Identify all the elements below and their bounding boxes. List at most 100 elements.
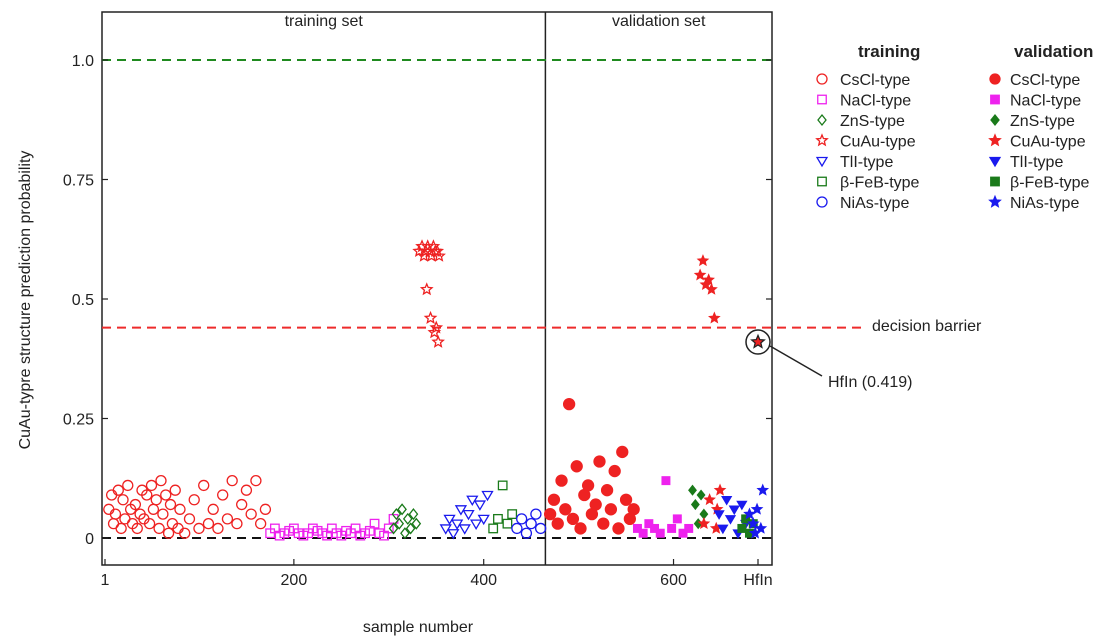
data-point-validation-tli-type <box>721 495 733 506</box>
reference-lines <box>102 59 862 539</box>
data-point-validation-tli-type <box>717 524 729 535</box>
data-point-validation-nacl-type <box>667 523 677 533</box>
legend-marker-training <box>815 156 829 168</box>
data-point-training-zns-type <box>391 508 402 521</box>
data-point-validation--feb-type <box>737 523 747 533</box>
legend-marker-validation <box>990 94 1000 105</box>
data-point-training-cscl-type <box>145 479 158 492</box>
legend-label-training: NaCl-type <box>840 93 911 110</box>
data-point-training-cscl-type <box>226 474 238 487</box>
hfin-highlight-circle <box>745 329 771 355</box>
legend-marker-training <box>817 94 827 105</box>
data-point-training-cscl-type <box>179 527 191 539</box>
data-point-training-cscl-type <box>103 503 115 515</box>
data-point-training-cscl-type <box>212 522 224 535</box>
data-point-validation-tli-type <box>736 500 748 511</box>
legend-marker-validation <box>988 194 1002 208</box>
data-point-validation-nacl-type <box>678 528 688 538</box>
data-point-training-cscl-type <box>143 518 156 530</box>
data-point-validation-nacl-type <box>650 523 660 533</box>
data-point-training-cscl-type <box>202 518 215 530</box>
data-point-validation-cscl-type <box>559 503 572 516</box>
data-point-training-cscl-type <box>153 522 165 535</box>
data-point-training-zns-type <box>388 522 399 535</box>
data-point-training-zns-type <box>394 517 405 530</box>
legend-marker-validation <box>990 176 1000 187</box>
data-point-training-cscl-type <box>240 484 253 496</box>
data-point-validation-cscl-type <box>555 474 568 487</box>
data-point-training-cscl-type <box>217 489 229 501</box>
data-point-hfin-inner <box>753 337 763 347</box>
data-point-training-tli-type <box>469 519 483 530</box>
data-point-training-cscl-type <box>183 513 196 525</box>
data-point-training--feb-type <box>493 513 503 524</box>
data-point-training-cscl-type <box>198 479 210 492</box>
data-point-validation-nias-type <box>754 521 768 534</box>
data-point-validation-cuau-type <box>705 282 718 295</box>
data-point-validation-cscl-type <box>619 493 633 506</box>
data-point-training-nias-type <box>525 518 537 530</box>
data-point-training-cscl-type <box>207 503 219 515</box>
legend-marker-validation <box>988 156 1002 168</box>
data-point-training-nacl-type <box>369 518 380 529</box>
data-point-training-cscl-type <box>174 503 186 515</box>
data-points <box>103 239 770 541</box>
plot-frame <box>101 11 773 566</box>
hfin-callout-line <box>769 345 823 377</box>
data-point-training--feb-type <box>488 523 499 534</box>
data-point-training-cscl-type <box>193 522 205 535</box>
data-point-training-cscl-type <box>109 508 122 520</box>
data-point-training-cscl-type <box>164 498 177 511</box>
data-point-validation-cscl-type <box>597 517 610 530</box>
data-point-training-nias-type <box>530 508 542 520</box>
data-point-validation-nacl-type <box>644 519 654 529</box>
data-point-training-zns-type <box>397 503 407 516</box>
x-tick-label: 400 <box>470 572 497 589</box>
x-axis-label: sample number <box>363 619 474 636</box>
data-point-training-zns-type <box>408 508 419 521</box>
hfin-annotation: HfIn (0.419) <box>745 329 912 391</box>
data-point-training-cscl-type <box>259 503 272 515</box>
section-label-validation: validation set <box>612 13 706 30</box>
data-point-training-cscl-type <box>141 489 153 501</box>
data-point-training-zns-type <box>400 527 410 540</box>
y-tick-label: 0.75 <box>63 173 94 190</box>
legend-title-validation: validation <box>1014 42 1093 61</box>
data-point-validation-cscl-type <box>551 517 564 530</box>
legend-label-training: β-FeB-type <box>840 175 920 192</box>
legend-label-validation: CsCl-type <box>1010 72 1080 89</box>
legend-marker-training <box>817 176 827 187</box>
data-point-validation-nias-type <box>746 517 760 530</box>
data-point-training-cscl-type <box>231 518 243 530</box>
data-point-training-cscl-type <box>107 518 120 530</box>
legend-marker-training <box>815 133 829 147</box>
legend-label-training: TlI-type <box>840 154 893 171</box>
data-point-validation-cuau-type <box>693 268 707 281</box>
data-point-training-cscl-type <box>255 518 267 530</box>
data-point-training-cscl-type <box>147 503 160 515</box>
data-point-validation-nacl-type <box>672 514 682 524</box>
legend-label-validation: β-FeB-type <box>1010 175 1090 192</box>
data-point-validation-cscl-type <box>547 493 561 506</box>
legend-label-training: CsCl-type <box>840 72 910 89</box>
y-tick-label: 0 <box>85 531 94 548</box>
data-point-training-cuau-type <box>423 310 438 324</box>
data-point-validation--feb-type <box>741 514 751 524</box>
data-point-validation-nacl-type <box>655 528 665 538</box>
legend-label-validation: NiAs-type <box>1010 195 1079 212</box>
data-point-training-cscl-type <box>119 513 131 525</box>
legend-title-training: training <box>858 42 920 61</box>
legend-marker-validation <box>989 73 1001 85</box>
data-point-training-cscl-type <box>129 498 142 511</box>
data-point-training-nias-type <box>534 522 547 535</box>
data-point-validation-cscl-type <box>566 512 580 526</box>
data-point-validation-cuau-type <box>697 517 711 530</box>
data-point-training-cscl-type <box>188 494 200 506</box>
data-point-validation-nias-type <box>750 502 764 515</box>
data-point-training-zns-type <box>411 517 422 530</box>
legend-label-validation: TlI-type <box>1010 154 1063 171</box>
data-point-training-cscl-type <box>245 508 257 520</box>
data-point-training-cscl-type <box>150 494 162 506</box>
